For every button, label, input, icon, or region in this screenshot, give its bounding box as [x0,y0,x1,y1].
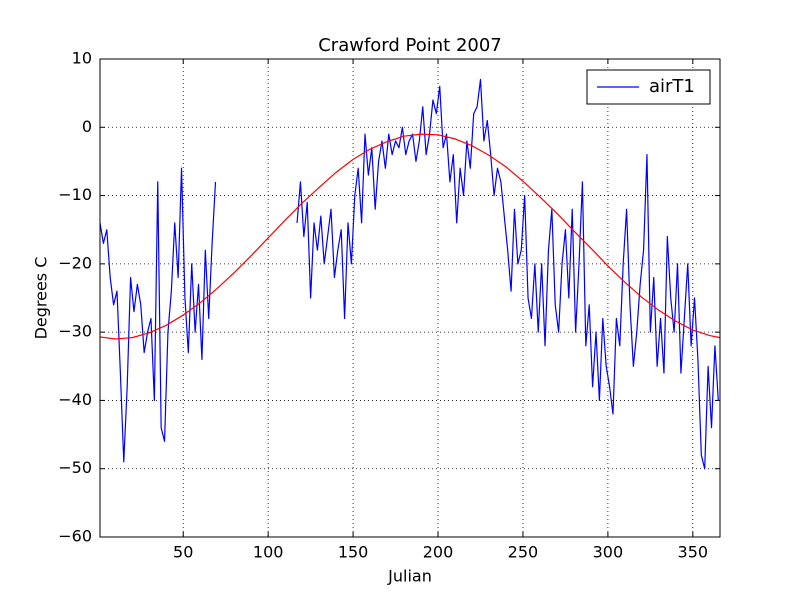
plot-frame [99,58,721,538]
data-line [99,133,721,340]
y-tick-label: −40 [58,390,92,409]
x-tick-label: 200 [423,543,454,562]
data-line [99,78,719,470]
legend-label: airT1 [649,76,695,97]
x-tick-label: 100 [253,543,284,562]
x-tick-label: 300 [593,543,624,562]
y-tick-label: 0 [82,117,92,136]
chart-title: Crawford Point 2007 [318,35,502,56]
y-tick-label: −60 [58,527,92,546]
y-tick-label: 10 [72,49,92,68]
y-tick-label: −10 [58,185,92,204]
y-tick-label: −30 [58,322,92,341]
x-axis-label: Julian [387,567,432,586]
x-tick-label: 250 [508,543,539,562]
y-tick-label: −50 [58,458,92,477]
y-tick-label: −20 [58,253,92,272]
y-axis-label: Degrees C [32,257,51,340]
x-tick-label: 50 [173,543,193,562]
x-tick-label: 350 [678,543,709,562]
x-tick-label: 150 [338,543,369,562]
